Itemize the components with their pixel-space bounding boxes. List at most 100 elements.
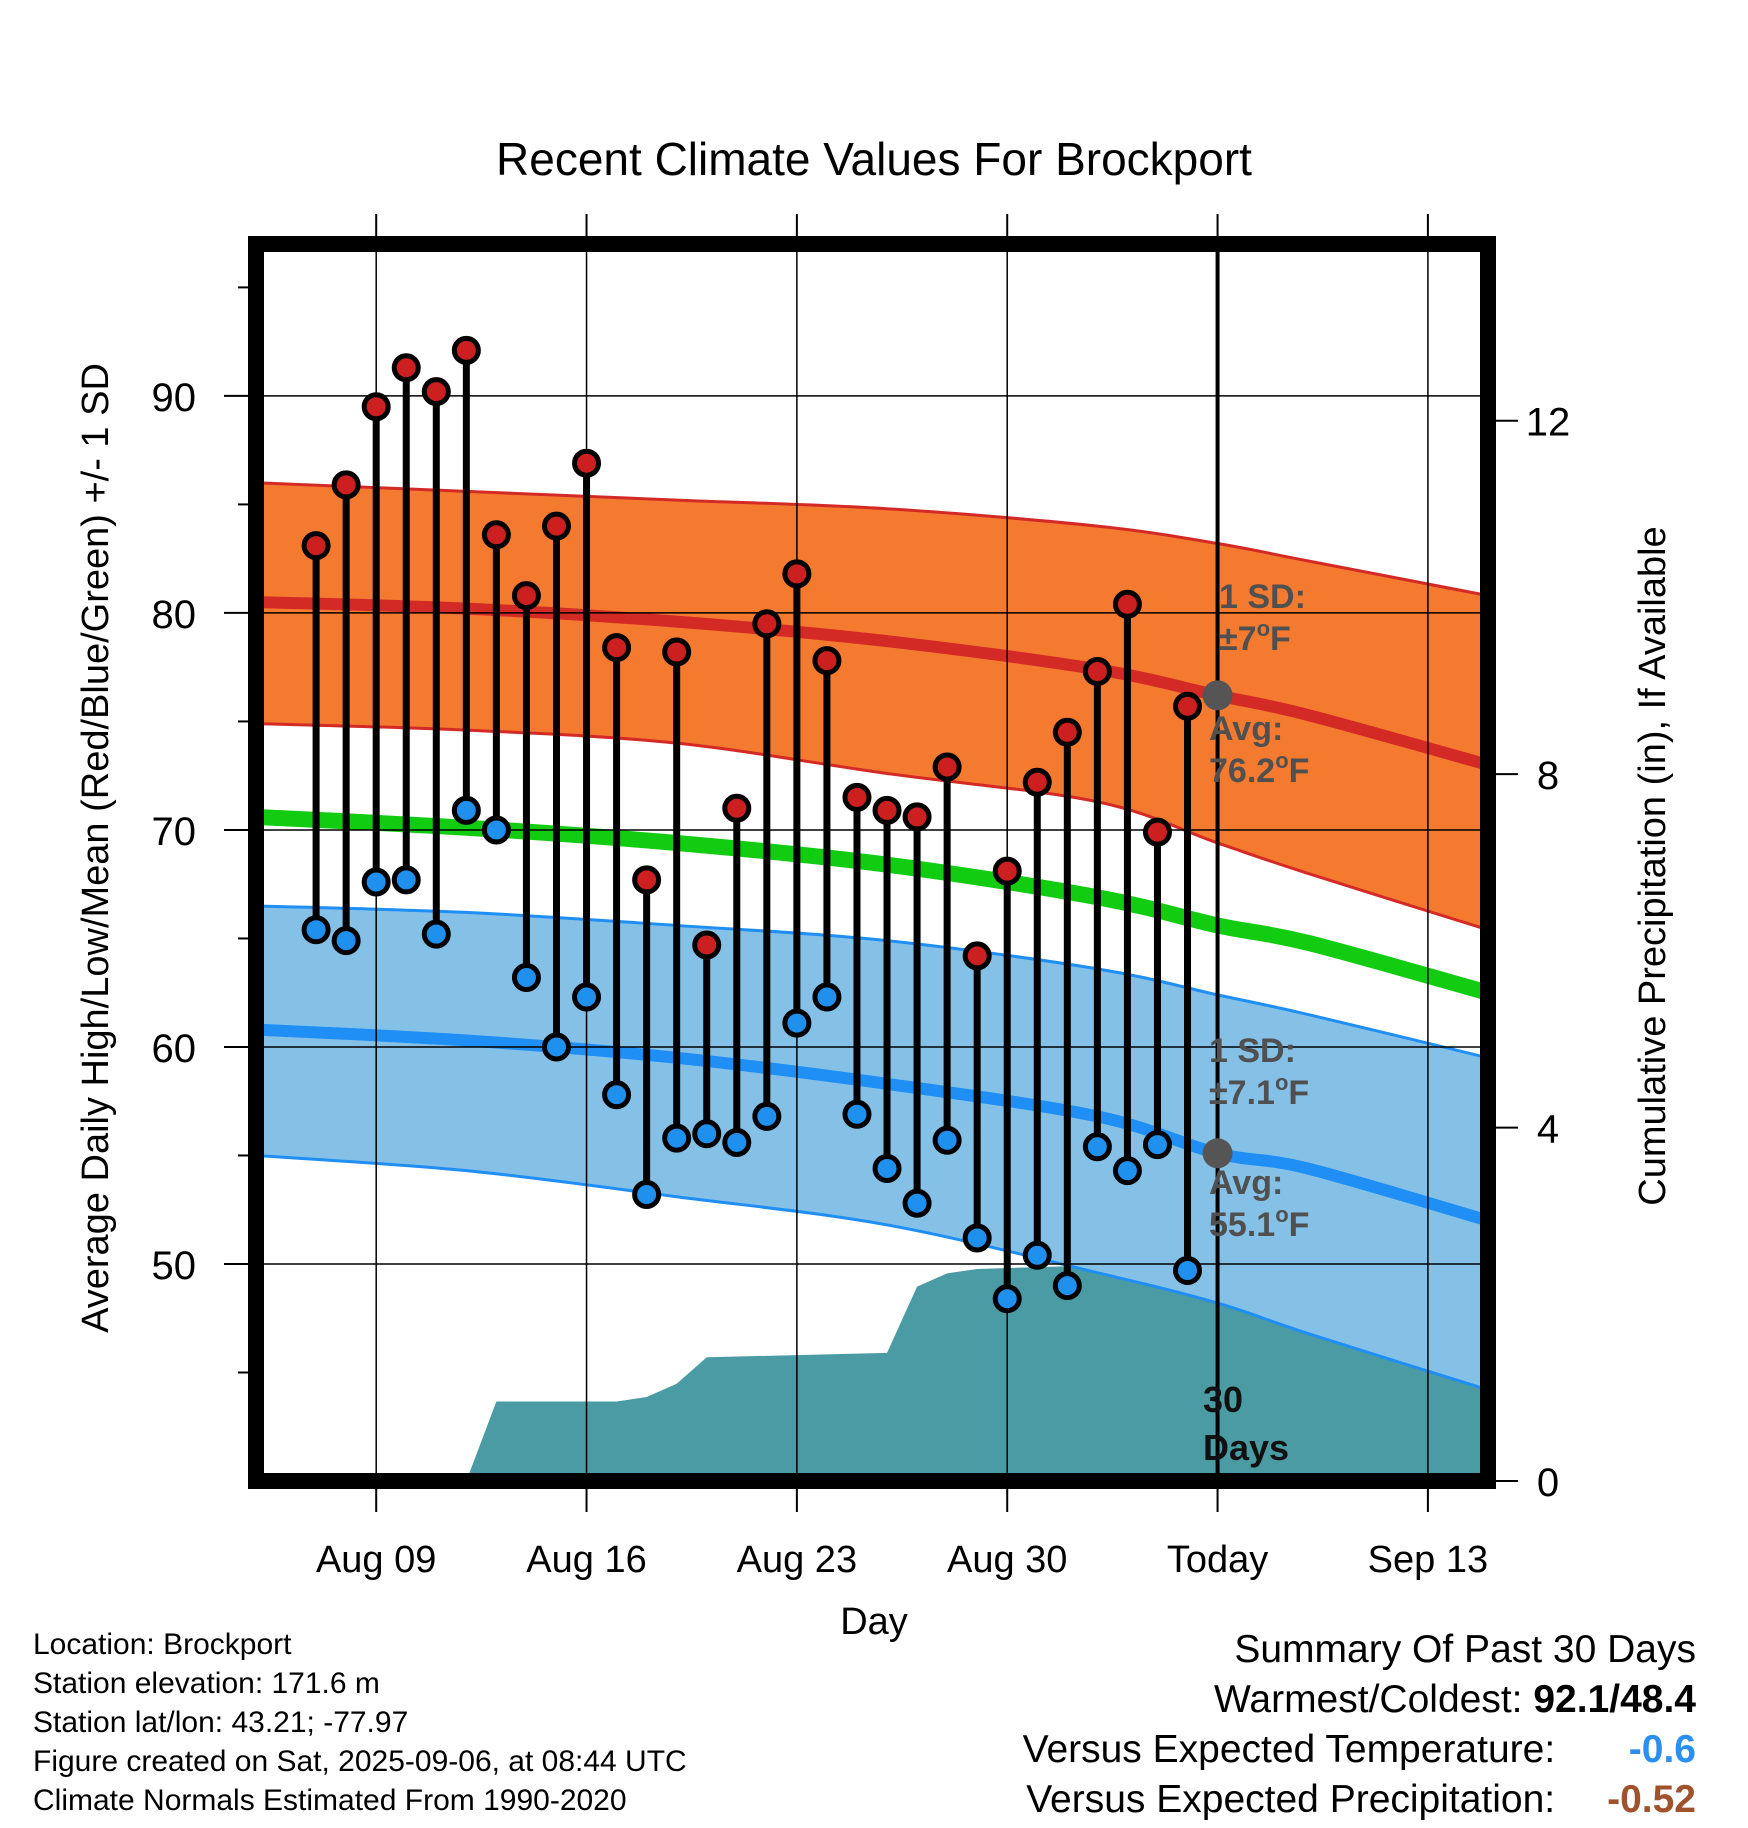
y2-tick-label: 0 [1537, 1461, 1559, 1505]
high-temp-point [902, 802, 932, 832]
high-temp-point [511, 581, 541, 611]
low-temp-point [572, 982, 602, 1012]
low-temp-point [662, 1123, 692, 1153]
precip-departure-label: Versus Expected Precipitation: [1026, 1778, 1556, 1821]
low-temp-point [421, 919, 451, 949]
high-temp-point [1082, 657, 1112, 687]
low-temp-point [391, 865, 421, 895]
y-tick-label: 80 [152, 593, 197, 637]
low-temp-point [752, 1101, 782, 1131]
summary-heading: Summary Of Past 30 Days [1234, 1628, 1696, 1671]
low-temp-point [992, 1284, 1022, 1314]
low-temp-point [1173, 1255, 1203, 1285]
high-temp-point [1142, 817, 1172, 847]
low-temp-point [932, 1125, 962, 1155]
high-temp-point [361, 392, 391, 422]
high-temp-point [572, 448, 602, 478]
low-temp-point [632, 1180, 662, 1210]
high-temp-point [992, 856, 1022, 886]
today-low-normal-marker [1202, 1138, 1233, 1169]
high-temp-point [391, 353, 421, 383]
high-avg-value: 76.2oF [1209, 748, 1309, 790]
high-sd-value: ±7oF [1219, 616, 1291, 658]
high-temp-point [872, 795, 902, 825]
chart-title: Recent Climate Values For Brockport [496, 133, 1252, 185]
high-avg-label: Avg: [1209, 710, 1283, 748]
high-temp-point [662, 637, 692, 667]
normal-low-band-lower-edge [262, 1154, 1482, 1390]
y-tick-label: 60 [152, 1027, 197, 1071]
high-temp-point [782, 559, 812, 589]
high-temp-point [842, 782, 872, 812]
low-temp-point [692, 1119, 722, 1149]
today-high-normal-marker [1202, 680, 1233, 711]
high-temp-point [962, 941, 992, 971]
low-temp-point [722, 1127, 752, 1157]
plot-area [262, 250, 1482, 1475]
normal-high-band-lower-edge [262, 722, 1482, 930]
low-sd-label: 1 SD: [1209, 1032, 1296, 1070]
low-avg-value: 55.1oF [1209, 1202, 1309, 1244]
warm-cold-label: Warmest/Coldest: [1214, 1678, 1523, 1721]
x-tick-label: Today [1167, 1539, 1268, 1581]
temp-departure-value: -0.6 [1628, 1728, 1696, 1771]
x-tick-label: Aug 23 [737, 1539, 857, 1581]
high-temp-point [1173, 691, 1203, 721]
high-temp-point [541, 511, 571, 541]
created-text: Figure created on Sat, 2025-09-06, at 08… [33, 1745, 687, 1778]
summary-panel: Summary Of Past 30 Days Warmest/Coldest:… [1023, 1625, 1696, 1825]
high-temp-point [301, 531, 331, 561]
low-temp-point [1022, 1240, 1052, 1270]
low-temp-point [301, 915, 331, 945]
low-temp-point [1112, 1156, 1142, 1186]
y2-tick-label: 8 [1537, 754, 1559, 798]
low-temp-point [902, 1188, 932, 1218]
high-temp-point [752, 609, 782, 639]
y-tick-label: 50 [152, 1244, 197, 1288]
normal-high-line [262, 596, 1482, 770]
warm-cold-row: Warmest/Coldest: 92.1/48.4 [1023, 1675, 1696, 1725]
location-text: Location: Brockport [33, 1628, 292, 1661]
high-temp-point [692, 930, 722, 960]
high-temp-point [812, 646, 842, 676]
normal-low-band-upper-edge [262, 904, 1482, 1058]
low-temp-point [361, 867, 391, 897]
high-temp-point [632, 865, 662, 895]
station-info: Location: Brockport Station elevation: 1… [33, 1625, 687, 1820]
days-count-word: Days [1203, 1427, 1289, 1468]
low-temp-point [1082, 1132, 1112, 1162]
precip-departure-row: Versus Expected Precipitation: -0.52 [1023, 1775, 1696, 1825]
normal-low-line [262, 1023, 1482, 1226]
y2-tick-label: 12 [1526, 401, 1571, 445]
elevation-text: Station elevation: 171.6 m [33, 1667, 380, 1700]
temp-departure-label: Versus Expected Temperature: [1022, 1728, 1556, 1771]
high-sd-label: 1 SD: [1219, 578, 1306, 616]
precip-departure-value: -0.52 [1607, 1778, 1696, 1821]
low-temp-point [782, 1008, 812, 1038]
low-temp-point [872, 1153, 902, 1183]
low-temp-point [451, 795, 481, 825]
y2-axis-label: Cumulative Precipitation (in), If Availa… [1632, 526, 1674, 1205]
normal-high-band-upper-edge [262, 481, 1482, 596]
low-temp-point [541, 1032, 571, 1062]
low-temp-point [1052, 1271, 1082, 1301]
low-temp-point [962, 1223, 992, 1253]
high-temp-point [421, 377, 451, 407]
y-axis-label: Average Daily High/Low/Mean (Red/Blue/Gr… [75, 363, 117, 1333]
high-temp-point [1022, 767, 1052, 797]
normals-text: Climate Normals Estimated From 1990-2020 [33, 1784, 627, 1817]
high-temp-point [722, 793, 752, 823]
days-count-number: 30 [1203, 1379, 1243, 1420]
temp-departure-row: Versus Expected Temperature: -0.6 [1023, 1725, 1696, 1775]
high-temp-point [932, 752, 962, 782]
high-temp-point [451, 335, 481, 365]
y-tick-label: 70 [152, 810, 197, 854]
low-temp-point [1142, 1130, 1172, 1160]
high-temp-point [602, 633, 632, 663]
y2-tick-label: 4 [1537, 1108, 1559, 1152]
low-sd-value: ±7.1oF [1209, 1070, 1309, 1112]
warm-cold-value: 92.1/48.4 [1533, 1678, 1696, 1721]
normal-high-band [262, 482, 1482, 928]
